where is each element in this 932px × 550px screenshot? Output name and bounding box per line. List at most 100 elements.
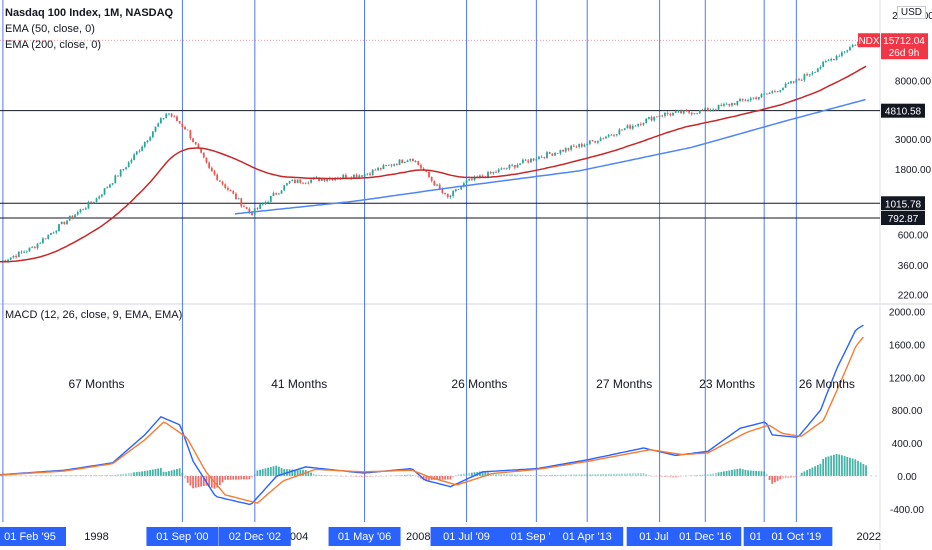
candle-body: [816, 68, 819, 72]
candle-body: [811, 72, 814, 75]
histogram-bar: [570, 474, 573, 476]
candle-body: [548, 152, 551, 154]
histogram-bar: [768, 475, 771, 481]
histogram-bar: [755, 470, 758, 476]
candle-body: [277, 193, 280, 195]
histogram-bar: [597, 474, 599, 476]
candle-body: [849, 47, 851, 51]
histogram-bar: [731, 469, 733, 476]
candle-body: [613, 134, 615, 136]
candle-body: [194, 142, 197, 145]
histogram-bar: [296, 469, 299, 476]
histogram-bar: [629, 473, 632, 476]
histogram-bar: [532, 475, 535, 476]
histogram-bar: [771, 475, 774, 484]
histogram-bar: [567, 474, 570, 476]
level-badge-1: [881, 196, 925, 211]
candle-body: [267, 201, 270, 203]
candle-body: [82, 209, 85, 211]
chart-title: Nasdaq 100 Index, 1M, NASDAQ: [5, 7, 174, 19]
histogram-bar: [841, 455, 843, 476]
candle-body: [4, 260, 7, 262]
histogram-bar: [331, 475, 334, 476]
macd-legend[interactable]: MACD (12, 26, close, 9, EMA, EMA): [5, 309, 183, 321]
candle-body: [12, 255, 15, 258]
candle-body: [551, 153, 554, 156]
histogram-bar: [586, 474, 589, 476]
histogram-bar: [792, 475, 795, 478]
histogram-bar: [7, 475, 9, 477]
histogram-bar: [505, 474, 508, 476]
candle-body: [690, 112, 693, 115]
histogram-bar: [205, 475, 208, 486]
vertical-markers: [2, 0, 797, 522]
histogram-bar: [382, 475, 385, 477]
histogram-bar: [618, 473, 621, 476]
histogram-bar: [229, 475, 232, 480]
candle-body: [50, 232, 52, 235]
histogram-bar: [36, 475, 39, 476]
histogram-bar: [626, 473, 629, 476]
histogram-bar: [776, 475, 779, 481]
ema50-legend[interactable]: EMA (50, close, 0): [5, 23, 95, 35]
candle-body: [31, 247, 34, 248]
ema200-legend[interactable]: EMA (200, close, 0): [5, 39, 101, 51]
marker-label-1: 01 Sep '00: [156, 531, 208, 543]
histogram-bar: [551, 474, 554, 476]
candle-body: [92, 201, 95, 203]
candle-body: [642, 123, 645, 125]
price-tick-1: 8000.00: [895, 76, 932, 87]
histogram-bar: [127, 473, 130, 476]
candle-body: [117, 175, 119, 177]
histogram-bar: [615, 473, 618, 476]
histogram-bar: [674, 475, 677, 478]
candle-body: [232, 191, 235, 194]
candle-body: [320, 178, 323, 181]
histogram-bar: [363, 475, 366, 478]
candle-body: [452, 191, 455, 197]
histogram-bar: [194, 475, 197, 488]
histogram-bar: [765, 474, 768, 476]
candle-body: [763, 93, 766, 95]
cycle-label-3: 27 Months: [596, 377, 652, 391]
candle-body: [615, 134, 618, 136]
histogram-bar: [709, 473, 712, 476]
histogram-bar: [580, 474, 583, 476]
histogram-bar: [235, 475, 237, 480]
histogram-bar: [264, 468, 267, 476]
histogram-bar: [838, 454, 841, 476]
symbol-badge: [858, 33, 880, 48]
candle-body: [741, 99, 744, 101]
candle-body: [304, 182, 307, 184]
macd-lines: [0, 324, 880, 506]
candle-body: [736, 101, 739, 105]
histogram-bar: [800, 472, 803, 476]
candle-body: [495, 171, 497, 173]
candle-body: [17, 251, 20, 258]
candle-body: [154, 126, 157, 132]
candle-body: [149, 137, 152, 141]
currency-label[interactable]: USD: [896, 6, 926, 19]
candle-body: [184, 126, 186, 130]
histogram-bar: [500, 474, 503, 476]
candle-body: [358, 175, 361, 178]
histogram-bar: [741, 469, 744, 476]
horizontal-levels[interactable]: 4810.58 1015.78 792.87: [0, 103, 925, 226]
ema-lines: [0, 65, 867, 263]
candle-body: [412, 158, 414, 162]
histogram-bar: [492, 473, 495, 476]
candle-body: [720, 104, 723, 106]
histogram-bar: [224, 475, 227, 480]
ema50-line: [0, 65, 867, 263]
candle-body: [168, 113, 170, 115]
candle-body: [586, 143, 589, 145]
candle-body: [52, 232, 55, 234]
candle-body: [302, 182, 304, 184]
y-axis[interactable]: 24000.008000.003000.001800.00600.00360.0…: [889, 11, 932, 516]
candle-body: [782, 87, 784, 91]
candle-body: [626, 125, 629, 129]
